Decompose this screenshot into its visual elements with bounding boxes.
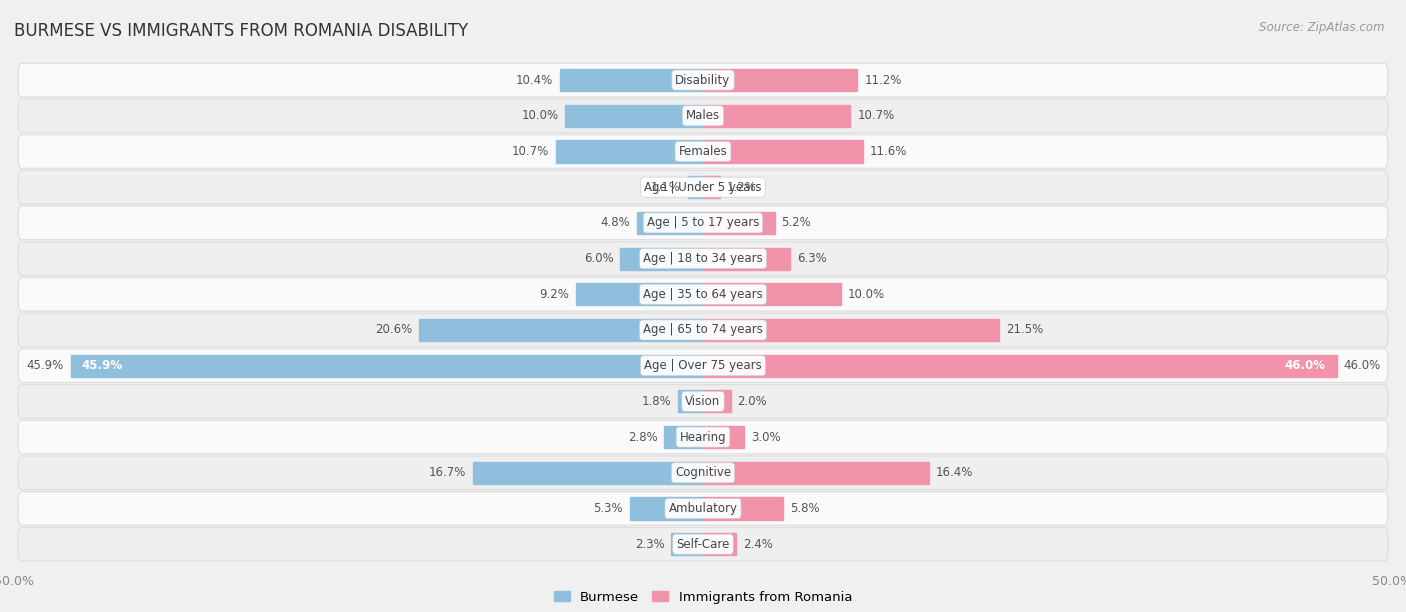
Text: 10.7%: 10.7% xyxy=(858,110,894,122)
Text: Self-Care: Self-Care xyxy=(676,538,730,551)
FancyBboxPatch shape xyxy=(18,170,1388,204)
FancyBboxPatch shape xyxy=(18,384,1388,418)
Text: 5.8%: 5.8% xyxy=(790,502,820,515)
Text: Disability: Disability xyxy=(675,73,731,86)
Bar xyxy=(703,390,731,412)
Bar xyxy=(703,283,841,305)
FancyBboxPatch shape xyxy=(18,420,1388,454)
Bar xyxy=(630,498,703,520)
Text: Age | 18 to 34 years: Age | 18 to 34 years xyxy=(643,252,763,265)
Bar xyxy=(637,212,703,234)
FancyBboxPatch shape xyxy=(18,528,1388,561)
Text: Age | 35 to 64 years: Age | 35 to 64 years xyxy=(643,288,763,300)
Legend: Burmese, Immigrants from Romania: Burmese, Immigrants from Romania xyxy=(548,585,858,609)
Bar xyxy=(560,69,703,91)
Text: Males: Males xyxy=(686,110,720,122)
Text: 20.6%: 20.6% xyxy=(375,324,412,337)
Bar xyxy=(671,533,703,555)
Text: 10.0%: 10.0% xyxy=(848,288,884,300)
Text: 11.6%: 11.6% xyxy=(870,145,907,158)
FancyBboxPatch shape xyxy=(18,242,1388,275)
FancyBboxPatch shape xyxy=(18,277,1388,311)
Bar xyxy=(703,212,775,234)
FancyBboxPatch shape xyxy=(18,63,1388,97)
Bar xyxy=(665,426,703,448)
FancyBboxPatch shape xyxy=(18,313,1388,347)
Text: Ambulatory: Ambulatory xyxy=(668,502,738,515)
FancyBboxPatch shape xyxy=(18,349,1388,382)
Bar xyxy=(70,354,703,377)
Bar xyxy=(703,176,720,198)
Text: 21.5%: 21.5% xyxy=(1007,324,1043,337)
Text: 6.0%: 6.0% xyxy=(583,252,613,265)
Text: 5.3%: 5.3% xyxy=(593,502,623,515)
Text: Source: ZipAtlas.com: Source: ZipAtlas.com xyxy=(1260,21,1385,34)
FancyBboxPatch shape xyxy=(18,99,1388,133)
Text: 2.0%: 2.0% xyxy=(738,395,768,408)
Text: 1.2%: 1.2% xyxy=(727,181,756,193)
Text: 10.7%: 10.7% xyxy=(512,145,548,158)
Text: 45.9%: 45.9% xyxy=(82,359,122,372)
Text: 2.8%: 2.8% xyxy=(628,431,658,444)
Bar xyxy=(703,247,790,270)
Bar xyxy=(565,105,703,127)
FancyBboxPatch shape xyxy=(18,456,1388,490)
Text: 45.9%: 45.9% xyxy=(27,359,63,372)
Text: 2.3%: 2.3% xyxy=(634,538,665,551)
Bar xyxy=(703,533,737,555)
Text: 11.2%: 11.2% xyxy=(865,73,901,86)
FancyBboxPatch shape xyxy=(18,491,1388,525)
Text: Cognitive: Cognitive xyxy=(675,466,731,479)
Text: Age | 65 to 74 years: Age | 65 to 74 years xyxy=(643,324,763,337)
Text: 16.4%: 16.4% xyxy=(936,466,973,479)
FancyBboxPatch shape xyxy=(18,135,1388,168)
Text: 1.8%: 1.8% xyxy=(641,395,671,408)
Bar xyxy=(472,461,703,484)
Text: Females: Females xyxy=(679,145,727,158)
Text: 9.2%: 9.2% xyxy=(540,288,569,300)
Text: 46.0%: 46.0% xyxy=(1344,359,1381,372)
Bar xyxy=(688,176,703,198)
Text: 1.1%: 1.1% xyxy=(651,181,681,193)
Text: Vision: Vision xyxy=(685,395,721,408)
Text: Hearing: Hearing xyxy=(679,431,727,444)
Bar xyxy=(678,390,703,412)
Text: Age | 5 to 17 years: Age | 5 to 17 years xyxy=(647,217,759,230)
Bar xyxy=(703,461,929,484)
Bar xyxy=(620,247,703,270)
Bar xyxy=(703,69,858,91)
Text: 10.0%: 10.0% xyxy=(522,110,558,122)
FancyBboxPatch shape xyxy=(18,206,1388,240)
Text: Age | Over 75 years: Age | Over 75 years xyxy=(644,359,762,372)
Bar xyxy=(703,498,783,520)
Bar xyxy=(703,319,1000,341)
Text: 4.8%: 4.8% xyxy=(600,217,630,230)
Text: BURMESE VS IMMIGRANTS FROM ROMANIA DISABILITY: BURMESE VS IMMIGRANTS FROM ROMANIA DISAB… xyxy=(14,21,468,40)
Bar xyxy=(555,140,703,163)
Text: 16.7%: 16.7% xyxy=(429,466,465,479)
Text: 3.0%: 3.0% xyxy=(751,431,780,444)
Bar xyxy=(703,140,863,163)
Text: 5.2%: 5.2% xyxy=(782,217,811,230)
Text: 46.0%: 46.0% xyxy=(1285,359,1326,372)
Bar xyxy=(703,105,851,127)
Text: 10.4%: 10.4% xyxy=(516,73,553,86)
Text: 6.3%: 6.3% xyxy=(797,252,827,265)
Bar xyxy=(703,354,1337,377)
Bar xyxy=(703,426,744,448)
Bar xyxy=(576,283,703,305)
Text: 2.4%: 2.4% xyxy=(742,538,773,551)
Bar xyxy=(419,319,703,341)
Text: Age | Under 5 years: Age | Under 5 years xyxy=(644,181,762,193)
